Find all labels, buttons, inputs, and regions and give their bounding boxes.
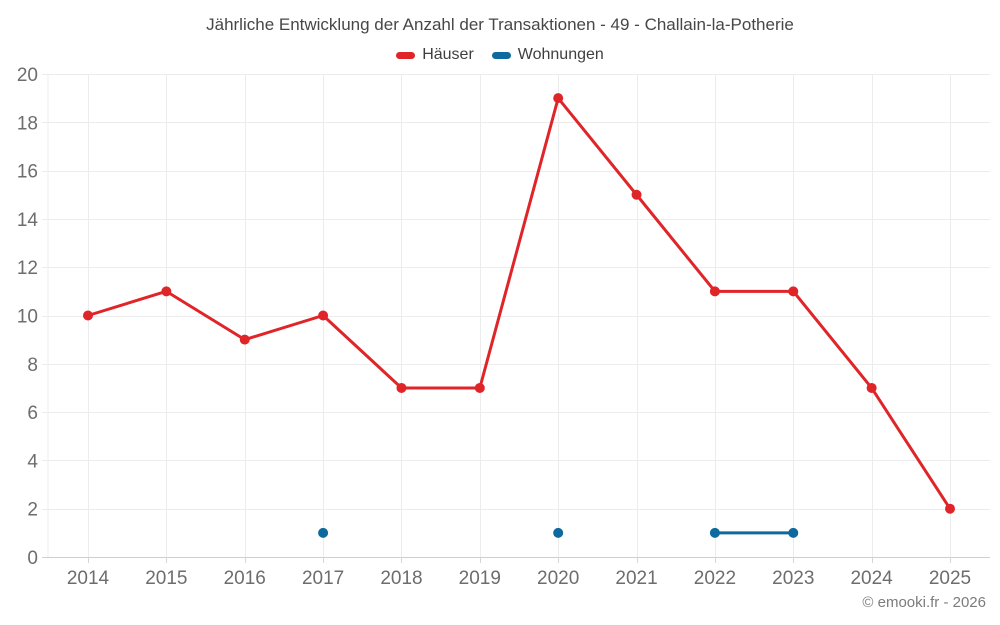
- y-axis-label-6: 6: [27, 403, 38, 424]
- x-axis-label-2023: 2023: [772, 568, 814, 589]
- x-axis-label-2018: 2018: [380, 568, 422, 589]
- data-point-series0-2020: [553, 93, 564, 104]
- y-axis-label-18: 18: [17, 113, 38, 134]
- wohnungen-legend-label: Wohnungen: [517, 46, 604, 63]
- copyright: © emooki.fr - 2026: [862, 594, 986, 611]
- data-point-series0-2021: [631, 189, 642, 200]
- x-axis-label-2020: 2020: [537, 568, 579, 589]
- legend: Häuser Wohnungen: [0, 46, 1000, 64]
- data-point-series0-2024: [866, 382, 877, 393]
- data-point-series0-2022: [709, 286, 720, 297]
- x-axis-label-2022: 2022: [694, 568, 736, 589]
- data-point-series0-2019: [474, 382, 485, 393]
- data-point-series0-2018: [396, 382, 407, 393]
- y-axis-label-8: 8: [27, 355, 38, 376]
- data-point-series0-2015: [161, 286, 172, 297]
- data-point-series1-2017: [318, 527, 329, 538]
- chart-title: Jährliche Entwicklung der Anzahl der Tra…: [206, 15, 794, 34]
- data-point-series1-2022: [709, 527, 720, 538]
- legend-item-wohnungen[interactable]: Wohnungen: [491, 46, 604, 64]
- x-axis-label-2017: 2017: [302, 568, 344, 589]
- data-point-series1-2023: [788, 527, 799, 538]
- x-axis-label-2021: 2021: [615, 568, 657, 589]
- haeuser-series-swatch-icon: [396, 51, 416, 59]
- y-axis-label-4: 4: [27, 451, 38, 472]
- data-point-series0-2016: [239, 334, 250, 345]
- series-line-0: [86, 96, 952, 511]
- y-axis-label-16: 16: [17, 162, 38, 183]
- y-axis-label-10: 10: [17, 307, 38, 328]
- haeuser-legend-label: Häuser: [422, 46, 474, 63]
- x-axis-label-2019: 2019: [459, 568, 501, 589]
- wohnungen-series-swatch-icon: [491, 51, 511, 59]
- x-axis-label-2025: 2025: [929, 568, 971, 589]
- data-point-series0-2025: [945, 503, 955, 514]
- data-point-series0-2017: [318, 310, 329, 321]
- legend-item-haeuser[interactable]: Häuser: [396, 46, 474, 64]
- x-axis-label-2024: 2024: [850, 568, 893, 589]
- data-point-series0-2014: [83, 310, 93, 321]
- y-axis-label-2: 2: [27, 500, 38, 521]
- y-axis-label-20: 20: [17, 65, 38, 86]
- data-point-series0-2023: [788, 286, 799, 297]
- x-axis-label-2016: 2016: [224, 568, 266, 589]
- y-axis-label-12: 12: [17, 258, 38, 279]
- y-axis-label-0: 0: [27, 548, 38, 569]
- data-point-series1-2020: [553, 527, 564, 538]
- x-axis-label-2014: 2014: [67, 568, 110, 589]
- y-axis-label-14: 14: [17, 210, 39, 231]
- x-axis-label-2015: 2015: [145, 568, 187, 589]
